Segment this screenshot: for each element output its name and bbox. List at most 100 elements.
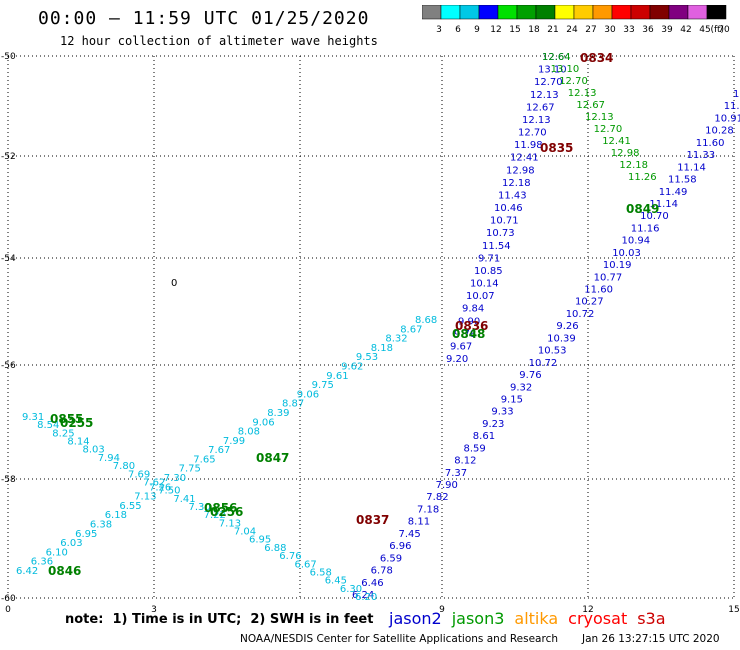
swh-value: 9.76 (519, 370, 541, 381)
colorbar-label: 30 (604, 25, 616, 35)
footer-credit: NOAA/NESDIS Center for Satellite Applica… (240, 633, 558, 645)
swh-value: 8.08 (238, 427, 260, 438)
page-subtitle: 12 hour collection of altimeter wave hei… (60, 34, 378, 48)
swh-value: 7.65 (193, 454, 215, 465)
swh-value: 12.13 (585, 112, 614, 123)
colorbar-swatch (668, 5, 689, 20)
swh-value: 6.45 (325, 576, 347, 587)
swh-value: 7.30 (164, 473, 186, 484)
x-axis-label: 15 (728, 605, 739, 615)
colorbar-swatch (611, 5, 632, 20)
x-axis-label: 12 (582, 605, 593, 615)
swh-value: 12.41 (602, 136, 631, 147)
swh-value: 12.13 (522, 115, 551, 126)
swh-value: 10.70 (640, 211, 669, 222)
swh-value: 6.38 (90, 520, 112, 531)
swh-value: 11.60 (696, 138, 725, 149)
swh-value: 10.94 (622, 236, 651, 247)
legend-s3a: s3a (637, 609, 666, 628)
swh-value: 7.99 (223, 436, 245, 447)
swh-value: 6.67 (295, 559, 317, 570)
swh-value: 10.77 (594, 272, 623, 283)
swh-value: 10.07 (466, 291, 495, 302)
pass-marker: 0849 (626, 202, 659, 216)
colorbar-label: 9 (474, 25, 480, 35)
swh-value: 8.11 (408, 517, 430, 528)
swh-value: 7.69 (128, 469, 150, 480)
colorbar-label: 6 (455, 25, 461, 35)
swh-value: 12.13 (530, 90, 559, 101)
swh-value: 10.91 (714, 113, 740, 124)
swh-value: 9.62 (341, 362, 363, 373)
swh-value: 12.18 (502, 178, 531, 189)
swh-value: 13.10 (551, 64, 580, 75)
swh-value: 9.31 (22, 412, 44, 423)
pass-marker: 0855 (50, 412, 83, 426)
swh-value: 6.78 (371, 566, 393, 577)
y-axis-label: -54 (1, 254, 16, 264)
swh-value: 11.14 (649, 199, 678, 210)
swh-value: 12.64 (542, 52, 571, 63)
swh-value: 6.46 (361, 578, 383, 589)
colorbar-swatch (687, 5, 708, 20)
swh-value: 12.70 (534, 77, 563, 88)
colorbar-swatch (573, 5, 594, 20)
swh-value: 8.18 (371, 343, 393, 354)
colorbar-swatch (554, 5, 575, 20)
swh-value: 8.67 (400, 324, 422, 335)
swh-value: 9.71 (478, 253, 500, 264)
pass-marker: 0856 (204, 501, 237, 515)
swh-value: 7.13 (134, 492, 156, 503)
swh-value: 9.84 (462, 304, 484, 315)
colorbar-label: 24 (566, 25, 578, 35)
swh-value: 10.03 (612, 248, 641, 259)
colorbar-swatch (649, 5, 670, 20)
colorbar-label: 42 (680, 25, 691, 35)
swh-value: 10.53 (538, 346, 567, 357)
pass-marker: 0847 (256, 451, 289, 465)
swh-value: 6.36 (31, 557, 53, 568)
swh-value: 9.78 (454, 329, 476, 340)
swh-value: 8.25 (52, 428, 74, 439)
colorbar-swatch (422, 5, 442, 20)
swh-value: 9.26 (556, 321, 578, 332)
swh-value: 6.95 (249, 535, 271, 546)
colorbar-label: 33 (623, 25, 634, 35)
colorbar-label: 12 (490, 25, 501, 35)
colorbar-label: 39 (661, 25, 673, 35)
swh-value: 9.53 (356, 352, 378, 363)
swh-value: 10.73 (486, 228, 515, 239)
colorbar-swatch (497, 5, 518, 20)
swh-value: 10.71 (490, 216, 519, 227)
swh-value: 8.12 (454, 456, 476, 467)
colorbar-swatch (706, 5, 727, 20)
swh-value: 7.80 (113, 461, 135, 472)
y-axis-label: -60 (1, 594, 16, 604)
swh-value: 11.49 (659, 187, 688, 198)
y-axis-label: -58 (1, 475, 16, 485)
swh-value: 7.13 (219, 518, 241, 529)
swh-value: 7.04 (234, 527, 256, 538)
swh-value: 8.54 (37, 420, 59, 431)
swh-value: 10.72 (529, 358, 558, 369)
swh-value: 11.43 (498, 190, 527, 201)
satellite-tracks: 12.6413.1012.7012.1312.6712.1312.7011.98… (16, 52, 740, 603)
swh-value: 9.61 (326, 371, 348, 382)
swh-value: 9.06 (252, 417, 274, 428)
colorbar-swatch (592, 5, 613, 20)
swh-value: 6.59 (380, 553, 402, 564)
pass-marker: 0835 (540, 141, 573, 155)
pass-marker: 0834 (580, 51, 613, 65)
swh-value: 6.88 (264, 543, 286, 554)
swh-value: 12.64 (542, 52, 571, 63)
swh-value: 7.22 (204, 510, 226, 521)
y-axis-label: -56 (1, 361, 16, 371)
swh-value: 7.26 (149, 482, 171, 493)
x-axis-label: 3 (151, 605, 157, 615)
swh-value: 9.06 (297, 389, 319, 400)
swh-value: 9.33 (491, 407, 513, 418)
swh-value: 7.62 (143, 478, 165, 489)
footer-note: note: 1) Time is in UTC; 2) SWH is in fe… (65, 612, 374, 627)
swh-value: 11.60 (584, 285, 613, 296)
